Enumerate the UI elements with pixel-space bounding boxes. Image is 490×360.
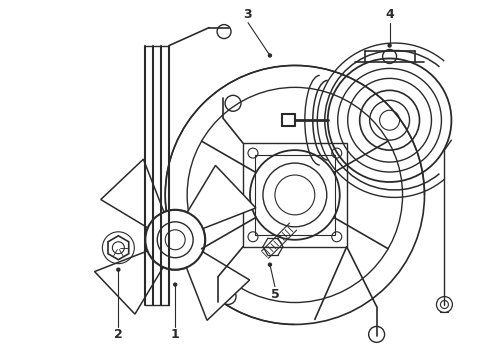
Polygon shape	[185, 249, 249, 320]
Text: 3: 3	[244, 8, 252, 21]
Circle shape	[173, 283, 177, 286]
Circle shape	[117, 268, 120, 271]
Polygon shape	[101, 159, 166, 230]
Text: 2: 2	[114, 328, 122, 341]
Polygon shape	[95, 249, 166, 314]
Circle shape	[217, 24, 231, 39]
Circle shape	[157, 222, 193, 258]
Circle shape	[388, 44, 391, 47]
Text: 5: 5	[270, 288, 279, 301]
Circle shape	[269, 54, 271, 57]
Text: 1: 1	[171, 328, 179, 341]
Circle shape	[145, 210, 205, 270]
Circle shape	[269, 263, 271, 266]
Text: 4: 4	[385, 8, 394, 21]
Circle shape	[145, 210, 205, 270]
Polygon shape	[185, 165, 256, 230]
